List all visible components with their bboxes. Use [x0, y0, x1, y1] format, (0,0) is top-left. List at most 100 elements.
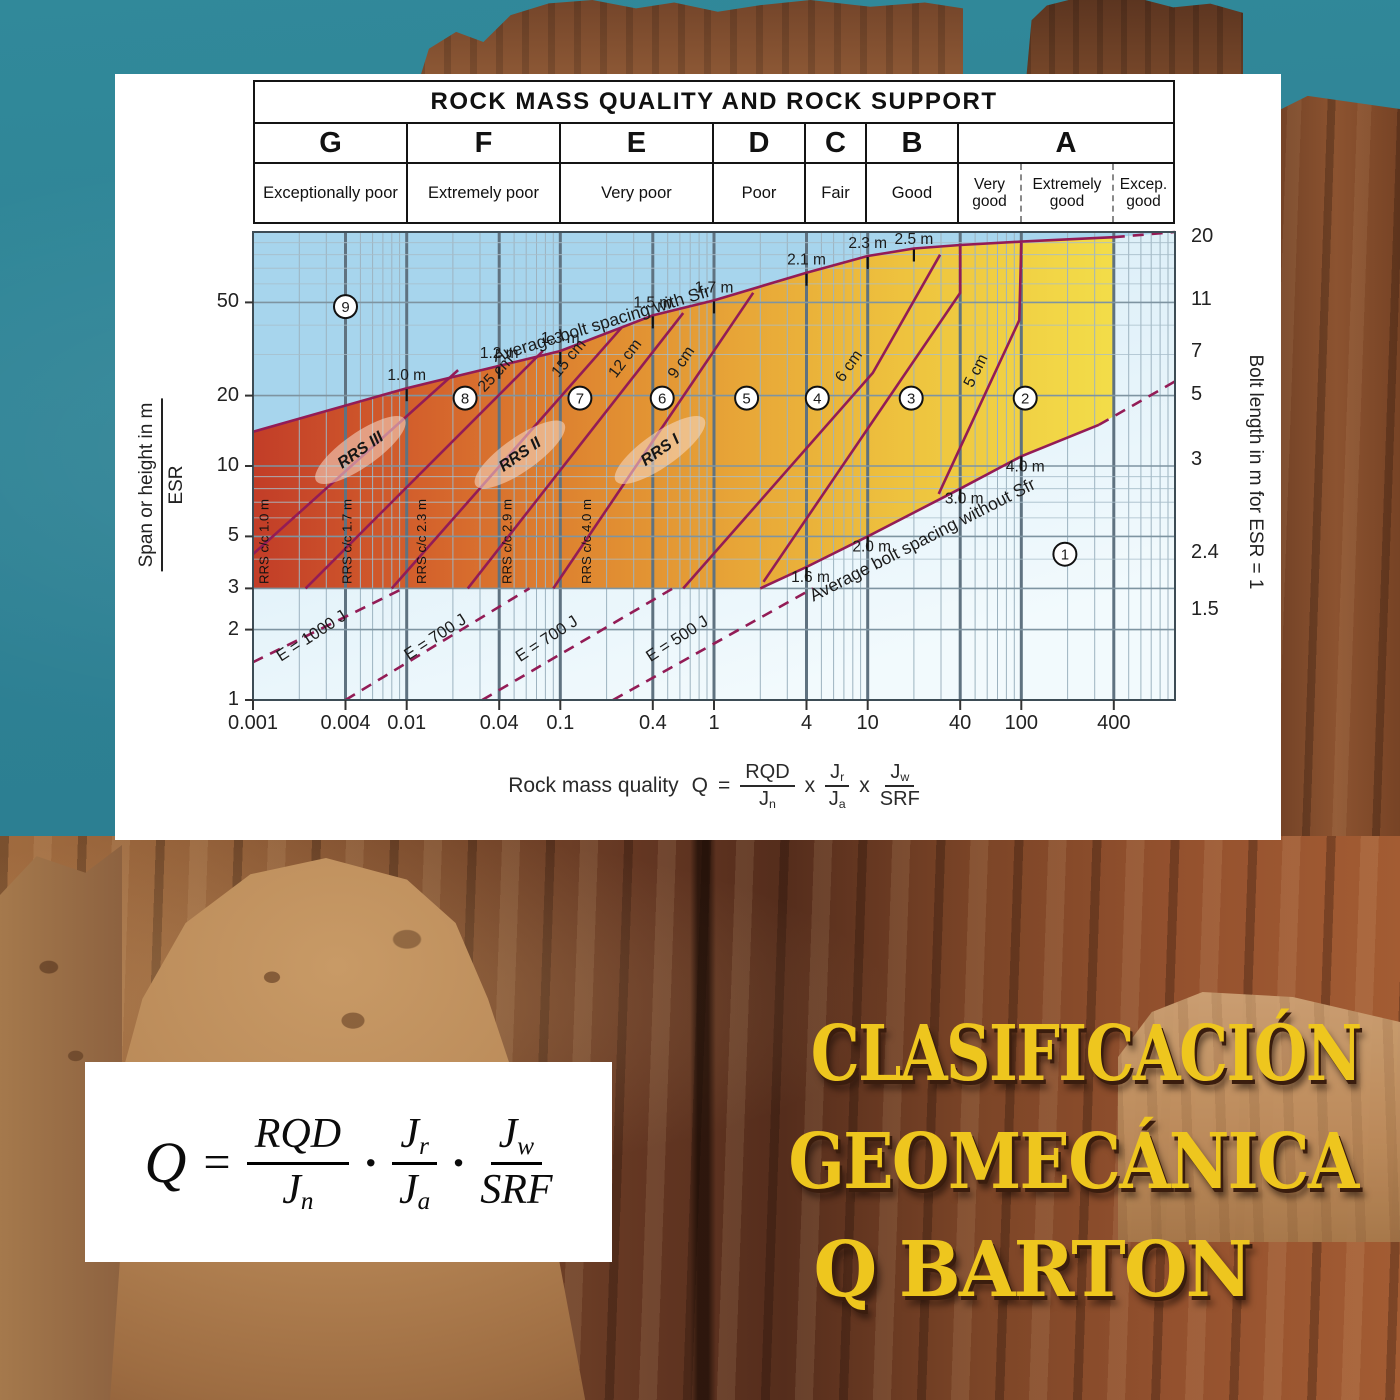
chart-title: ROCK MASS QUALITY AND ROCK SUPPORT	[255, 82, 1173, 124]
quality-class-desc-F: Extremely poor	[408, 164, 561, 222]
x-axis-tick-label: 400	[1097, 712, 1131, 734]
svg-text:1.0 m: 1.0 m	[387, 367, 426, 384]
x-axis-tick-label: 0.001	[227, 712, 279, 734]
poster-title-line-1: CLASIFICACIÓN	[810, 1009, 1362, 1099]
x-axis-tick-label: 40	[949, 712, 972, 734]
quality-class-desc-G: Exceptionally poor	[255, 164, 408, 222]
quality-class-letter-A: A	[1055, 127, 1077, 159]
svg-text:2.1 m: 2.1 m	[787, 252, 826, 269]
svg-text:RRS c/c 1.7 m: RRS c/c 1.7 m	[340, 499, 355, 584]
quality-class-desc-A: Very good Extremely good Excep. good	[959, 164, 1173, 222]
right-axis-tick-label: 3	[1191, 447, 1203, 470]
x-axis-tick-label: 0.1	[546, 712, 575, 734]
svg-text:2.5 m: 2.5 m	[895, 231, 934, 248]
zone-badge-4: 4	[804, 385, 830, 411]
quality-class-letter-C: C	[806, 124, 867, 162]
caption-equation: Q = RQD Jn x Jr Ja x Jw SRF	[691, 761, 920, 812]
svg-text:8: 8	[461, 390, 469, 407]
right-axis-tick-label: 5	[1191, 382, 1203, 405]
rock-crevice	[690, 836, 716, 1400]
y-axis-tick-label: 3	[227, 576, 239, 599]
svg-text:RRS c/c 1.0 m: RRS c/c 1.0 m	[256, 499, 271, 584]
quality-class-letter-D: D	[714, 124, 807, 162]
y-axis-tick-label: 1	[227, 688, 239, 710]
svg-text:RRS c/c 2.3 m: RRS c/c 2.3 m	[414, 499, 429, 584]
y-axis-title-denominator: ESR	[166, 465, 187, 505]
svg-text:6: 6	[658, 390, 666, 407]
x-axis-tick-label: 10	[856, 712, 879, 734]
x-axis-tick-label: 0.01	[387, 712, 427, 734]
y-axis-tick-label: 50	[216, 290, 239, 313]
quality-class-letter-B: B	[867, 124, 960, 162]
svg-text:2.0 m: 2.0 m	[852, 538, 891, 555]
svg-text:7: 7	[576, 390, 584, 407]
svg-text:9: 9	[341, 299, 349, 316]
y-axis-tick-label: 10	[216, 454, 239, 476]
zone-badge-5: 5	[734, 385, 760, 411]
svg-text:1.6 m: 1.6 m	[791, 569, 830, 586]
quality-subclass-3: Excep. good	[1112, 164, 1173, 222]
quality-class-desc-D: Poor	[714, 164, 807, 222]
svg-text:2: 2	[1021, 390, 1029, 407]
quality-class-descriptions-row: Exceptionally poor Extremely poor Very poo…	[255, 164, 1173, 222]
zone-badge-6: 6	[649, 385, 675, 411]
quality-class-letter-F: F	[408, 124, 561, 162]
zone-badge-2: 2	[1012, 385, 1038, 411]
svg-text:RRS c/c 2.9 m: RRS c/c 2.9 m	[500, 499, 515, 584]
svg-text:3.0 m: 3.0 m	[945, 491, 984, 508]
quality-class-desc-B: Good	[867, 164, 960, 222]
right-axis-tick-label: 2.4	[1191, 541, 1219, 564]
quality-class-letter-E: E	[561, 124, 714, 162]
svg-text:1: 1	[1061, 546, 1069, 563]
right-axis-title: Bolt length in m for ESR = 1	[1245, 354, 1266, 590]
right-axis-tick-label: 20	[1191, 225, 1214, 248]
y-axis-tick-label: 5	[227, 524, 239, 547]
right-axis-tick-label: 7	[1191, 339, 1203, 362]
poster-title-line-3: Q BARTON	[813, 1225, 1252, 1315]
zone-badge-7: 7	[567, 385, 593, 411]
poster-title-line-2: GEOMECÁNICA	[788, 1117, 1359, 1207]
svg-text:RRS c/c 4.0 m: RRS c/c 4.0 m	[579, 499, 594, 584]
svg-text:1.3 m: 1.3 m	[541, 330, 580, 347]
q-formula-box: Q = RQD Jn · Jr Ja · Jw SRF	[85, 1062, 612, 1262]
quality-class-desc-C: Fair	[806, 164, 867, 222]
svg-text:1.7 m: 1.7 m	[695, 279, 734, 296]
zone-badge-8: 8	[452, 385, 478, 411]
q-formula-equation: Q = RQD Jn · Jr Ja · Jw SRF	[144, 1111, 553, 1215]
y-axis-title: Span or height in m ESR	[136, 398, 188, 572]
x-axis-tick-label: 4	[800, 712, 813, 734]
svg-text:2.3 m: 2.3 m	[848, 235, 887, 252]
x-axis-tick-label: 0.04	[479, 712, 519, 734]
zone-badge-3: 3	[898, 385, 924, 411]
quality-class-letter-G: G	[255, 124, 408, 162]
svg-text:3: 3	[907, 390, 915, 407]
quality-subclass-1: Very good	[972, 175, 1007, 210]
x-axis-tick-label: 0.004	[320, 712, 371, 734]
y-axis-tick-label: 20	[216, 383, 239, 406]
y-axis-title-numerator: Span or height in m	[136, 398, 163, 572]
svg-text:1.2 m: 1.2 m	[480, 345, 519, 362]
poster-title: CLASIFICACIÓN GEOMECÁNICA Q BARTON	[742, 1000, 1362, 1324]
svg-text:1.5 m: 1.5 m	[633, 294, 672, 311]
zone-badge-1: 1	[1052, 541, 1078, 567]
x-axis-tick-label: 1	[708, 712, 720, 734]
rock-slab	[1118, 992, 1400, 1242]
x-axis-tick-label: 0.4	[638, 712, 667, 734]
x-axis-tick-label: 100	[1004, 712, 1039, 734]
zone-badge-9: 9	[333, 294, 358, 320]
right-axis-tick-label: 1.5	[1191, 598, 1219, 621]
quality-class-desc-E: Very poor	[561, 164, 714, 222]
svg-text:4.0 m: 4.0 m	[1006, 458, 1045, 475]
caption-lead: Rock mass quality	[508, 774, 679, 797]
y-axis-tick-label: 2	[227, 617, 239, 640]
svg-text:4: 4	[813, 390, 821, 407]
right-axis-tick-label: 11	[1191, 287, 1212, 310]
quality-subclass-2: Extremely good	[1019, 164, 1112, 222]
q-formula-caption: Rock mass quality Q = RQD Jn x Jr Ja x Jw SRF	[253, 761, 1175, 812]
